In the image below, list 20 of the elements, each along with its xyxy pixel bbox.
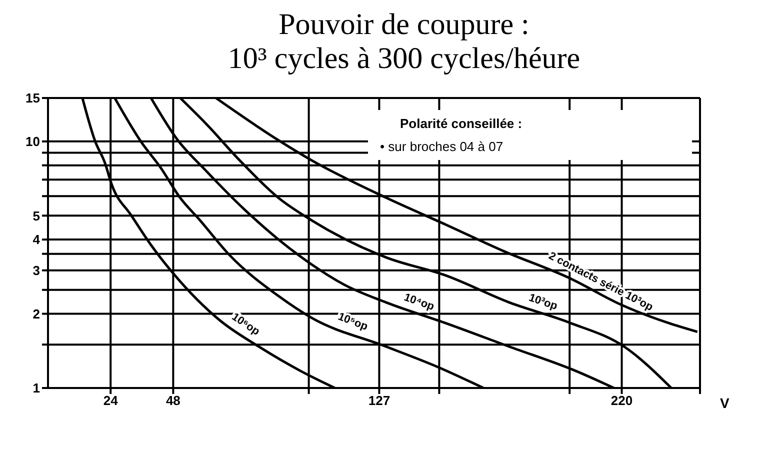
x-axis-title: V xyxy=(720,394,730,411)
annotation: • sur broches 04 à 07 xyxy=(380,139,504,154)
x-tick-label: 48 xyxy=(166,393,180,408)
y-tick-label: 15 xyxy=(26,90,40,106)
text: 10⁵op xyxy=(336,310,370,334)
annotation: Polarité conseillée : xyxy=(400,116,524,131)
y-tick-label: 2 xyxy=(32,306,40,322)
note-box: Polarité conseillée : • sur broches 04 à 07 xyxy=(368,110,692,160)
text: 10³op xyxy=(527,292,560,313)
chart-subtitle: 10³ cycles à 300 cycles/héure xyxy=(226,42,582,76)
y-tick-label: 5 xyxy=(32,208,40,224)
y-tick-label: 10 xyxy=(26,134,40,150)
chart-title: Pouvoir de coupure : xyxy=(278,8,530,42)
x-tick-label: 127 xyxy=(368,393,390,408)
y-tick-label: 1 xyxy=(32,380,40,396)
y-tick-label: 4 xyxy=(32,232,41,248)
x-tick-label: 24 xyxy=(103,393,119,408)
y-tick-label: 3 xyxy=(32,262,40,278)
text: 10⁴op xyxy=(402,291,436,314)
x-tick-label: 220 xyxy=(610,393,633,408)
